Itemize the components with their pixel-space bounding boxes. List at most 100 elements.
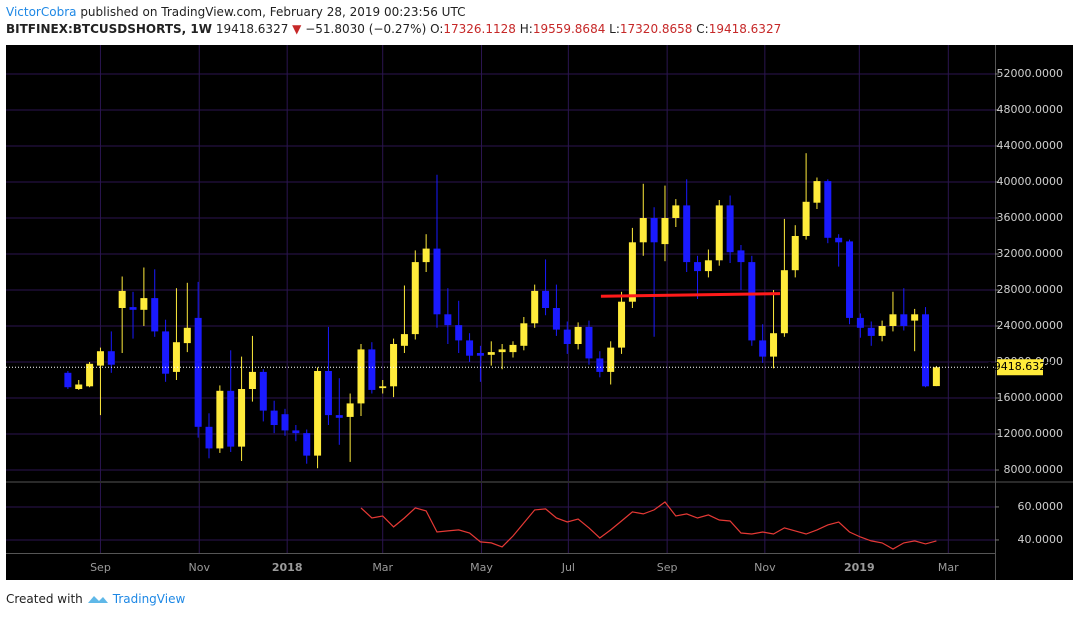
y-tick-label: 44000.0000: [997, 139, 1063, 152]
x-tick-label: 2018: [272, 561, 303, 574]
candle-body: [628, 242, 636, 302]
candle-body: [867, 327, 875, 336]
y-tick-label: 24000.0000: [997, 319, 1063, 332]
high-value: 19559.8684: [532, 22, 606, 36]
candle-body: [259, 371, 267, 411]
candle-body: [552, 308, 560, 330]
candle-body: [737, 250, 745, 263]
candle-body: [715, 205, 723, 261]
candle-body: [86, 363, 94, 387]
x-tick-label: May: [470, 561, 493, 574]
candle-body: [422, 248, 430, 263]
candle-body: [856, 317, 864, 328]
candle-body: [227, 390, 235, 447]
candle-body: [140, 298, 148, 310]
candle-body: [585, 326, 593, 359]
candle-body: [487, 352, 495, 355]
candle-body: [118, 290, 126, 309]
down-arrow: ▼: [292, 22, 302, 36]
candle-body: [563, 329, 571, 345]
candle-body: [932, 367, 940, 387]
candle-body: [390, 344, 398, 387]
candle-body: [411, 262, 419, 335]
chart-background: [6, 45, 1073, 580]
candle-body: [704, 260, 712, 272]
candle-body: [639, 217, 647, 243]
candle-body: [520, 323, 528, 346]
y-tick-label: 60.0000: [1018, 500, 1064, 513]
author[interactable]: VictorCobra: [6, 5, 77, 19]
candle-body: [162, 331, 170, 374]
candle-body: [346, 403, 354, 417]
close-label: C:: [696, 22, 709, 36]
candle-body: [433, 248, 441, 315]
tv-logo: [87, 596, 108, 603]
change: −51.8030 (−0.27%): [305, 22, 427, 36]
candle-body: [835, 237, 843, 243]
candle-body: [205, 426, 213, 449]
created-with: Created with: [6, 592, 83, 606]
candle-body: [194, 317, 202, 427]
candle-body: [172, 342, 180, 372]
y-tick-label: 48000.0000: [997, 103, 1063, 116]
candle-body: [802, 201, 810, 236]
x-tick-label: Nov: [189, 561, 211, 574]
last-price-label: 19418.6327: [987, 360, 1053, 373]
candle-body: [335, 415, 343, 418]
candle-body: [379, 386, 387, 389]
candle-body: [476, 353, 484, 356]
candle-body: [64, 372, 72, 388]
x-tick-label: 2019: [844, 561, 875, 574]
low-label: L:: [609, 22, 620, 36]
x-tick-label: Mar: [938, 561, 959, 574]
candle-body: [900, 314, 908, 327]
candle-body: [303, 433, 311, 456]
symbol: BITFINEX:BTCUSDSHORTS, 1W: [6, 22, 212, 36]
candle-body: [878, 326, 886, 336]
candle-body: [650, 217, 658, 243]
candle-body: [759, 340, 767, 357]
candle-body: [400, 334, 408, 346]
candle-body: [509, 344, 517, 353]
open-label: O:: [430, 22, 444, 36]
x-tick-label: Nov: [754, 561, 776, 574]
candle-body: [531, 290, 539, 324]
candle-body: [107, 351, 115, 365]
candle-body: [270, 410, 278, 426]
candle-body: [922, 314, 930, 387]
footer: Created with TradingView: [6, 592, 185, 606]
candle-body: [314, 371, 322, 456]
candle-body: [694, 262, 702, 272]
last-price-box: [997, 359, 1043, 376]
candle-body: [466, 340, 474, 356]
candle-body: [672, 205, 680, 218]
brand[interactable]: TradingView: [112, 592, 186, 606]
candle-body: [770, 333, 778, 357]
candle-body: [607, 347, 615, 372]
candle-body: [292, 430, 300, 434]
candle-body: [574, 326, 582, 345]
candle-body: [780, 270, 788, 334]
candle-body: [183, 327, 191, 344]
y-tick-label: 40000.0000: [997, 175, 1063, 188]
candle-body: [726, 205, 734, 253]
publish-info: published on TradingView.com, February 2…: [80, 5, 466, 19]
candle-body: [813, 181, 821, 203]
x-tick-label: Jul: [561, 561, 575, 574]
close-value: 19418.6327: [708, 22, 782, 36]
candle-body: [791, 235, 799, 271]
y-tick-label: 52000.0000: [997, 67, 1063, 80]
candle-body: [911, 314, 919, 321]
x-tick-label: Mar: [372, 561, 393, 574]
candle-body: [542, 290, 550, 309]
y-tick-label: 32000.0000: [997, 247, 1063, 260]
candle-body: [824, 181, 832, 238]
candle-body: [498, 349, 506, 353]
candle-body: [444, 314, 452, 326]
candle-body: [748, 262, 756, 341]
candle-body: [151, 298, 159, 332]
y-tick-label: 12000.0000: [997, 427, 1063, 440]
y-tick-label: 28000.0000: [997, 283, 1063, 296]
